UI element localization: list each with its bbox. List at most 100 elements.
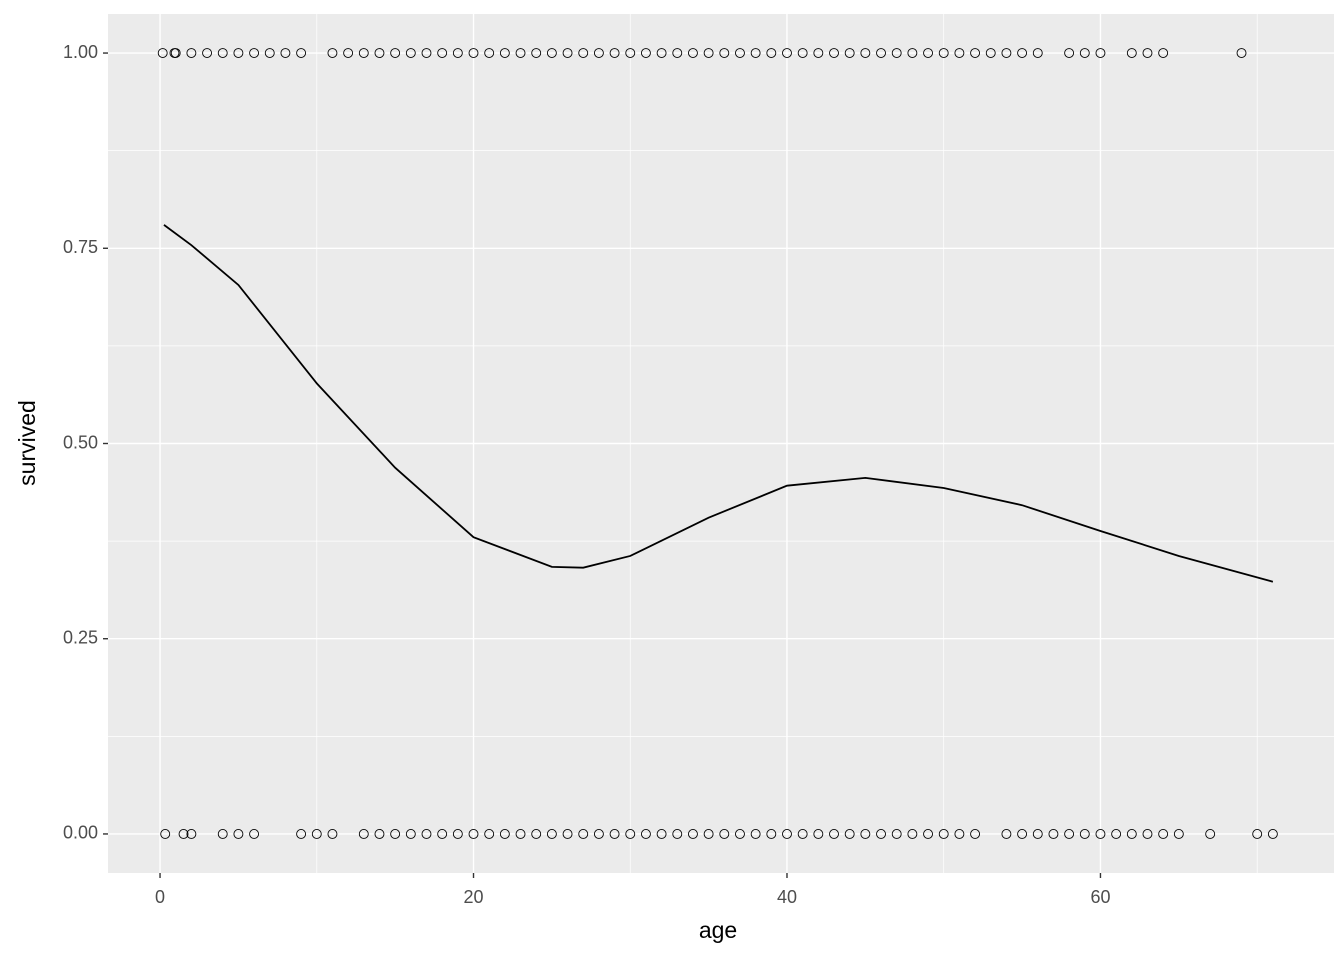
point [1095,48,1106,58]
point [813,48,824,58]
point [593,48,604,58]
point [891,48,902,58]
point [468,829,479,839]
point [296,829,307,839]
point [609,829,620,839]
y-tick-label: 0.00 [63,823,98,843]
point [782,829,792,839]
point [405,48,416,58]
point [766,48,777,58]
point [656,48,667,58]
point [1126,829,1137,839]
point [891,829,902,839]
point [452,48,463,58]
y-tick-label: 1.00 [63,42,98,62]
point [687,48,698,58]
point [578,829,589,839]
point [735,48,745,58]
point [233,829,244,839]
point [327,829,338,839]
point [160,829,171,839]
point [562,48,573,58]
point [797,829,808,839]
point [264,48,275,58]
point [766,829,777,839]
point [609,48,620,58]
point [1032,48,1043,58]
point [1142,829,1153,839]
point [358,829,369,839]
point [938,829,949,839]
point [531,829,542,839]
point [390,48,401,58]
point [687,829,698,839]
point [421,829,432,839]
point [907,829,918,839]
point [1252,829,1263,839]
point [1111,829,1122,839]
point [923,829,934,839]
x-tick-label: 40 [777,887,797,907]
point [186,829,197,839]
x-axis-title: age [699,917,737,943]
point [280,48,291,58]
point [249,48,260,58]
point [750,48,761,58]
point [515,829,526,839]
point [876,48,886,58]
point [1001,48,1012,58]
point [970,48,981,58]
point [1267,829,1278,839]
point [1158,48,1169,58]
point [202,48,213,58]
point [735,829,745,839]
point [829,829,839,839]
point [405,829,416,839]
point [954,48,965,58]
point [656,829,667,839]
point [170,48,181,58]
point [157,48,168,58]
point [844,829,855,839]
point [374,829,385,839]
point [437,48,448,58]
point [437,829,448,839]
point [1017,48,1028,58]
point [703,48,714,58]
point [515,48,526,58]
point [327,48,338,58]
point [1064,48,1075,58]
smooth-line [163,224,1274,583]
point [625,48,636,58]
point [562,829,573,839]
point [640,829,651,839]
point [1017,829,1028,839]
point [782,48,792,58]
point [531,48,542,58]
point [1048,829,1059,839]
point [860,829,871,839]
y-tick-label: 0.25 [63,627,98,647]
point [985,48,996,58]
point [311,829,322,839]
point [484,829,495,839]
point [499,48,510,58]
point [1126,48,1137,58]
point [1032,829,1043,839]
point [703,829,714,839]
x-tick-label: 20 [463,887,483,907]
x-tick-label: 60 [1090,887,1110,907]
point [797,48,808,58]
point [296,48,307,58]
point [233,48,244,58]
point [1236,48,1247,58]
point [499,829,510,839]
y-tick-label: 0.75 [63,237,98,257]
point [1142,48,1153,58]
point [813,829,824,839]
point [844,48,855,58]
point [421,48,432,58]
point [954,829,965,839]
point [1158,829,1169,839]
point [186,48,197,58]
